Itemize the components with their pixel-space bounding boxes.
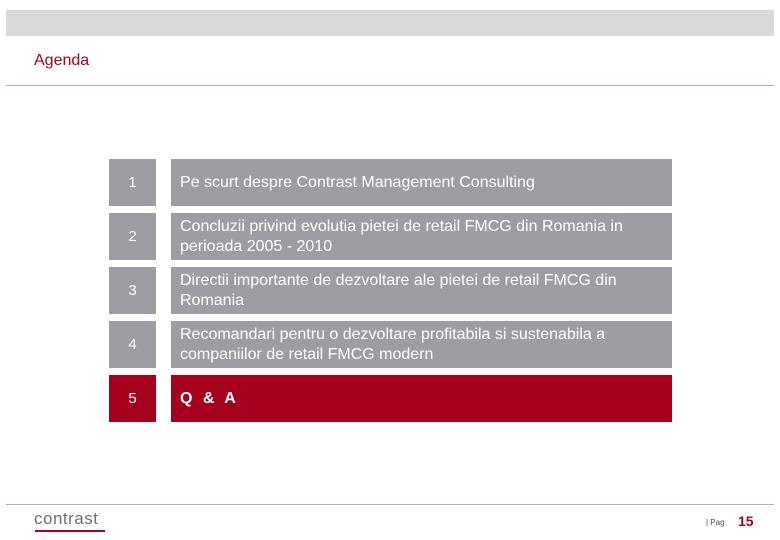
- logo-wordmark: contrast: [34, 509, 99, 528]
- agenda-item-5: 5 Q & A: [109, 375, 672, 422]
- agenda-item-text: Concluzii privind evolutia pietei de ret…: [171, 213, 672, 260]
- title-divider: [6, 85, 774, 86]
- agenda-item-number: 2: [109, 213, 156, 260]
- agenda-item-text: Directii importante de dezvoltare ale pi…: [171, 267, 672, 314]
- agenda-item-number: 3: [109, 267, 156, 314]
- agenda-item-text-label: Pe scurt despre Contrast Management Cons…: [180, 173, 535, 191]
- page-label: | Pag: [706, 518, 725, 527]
- agenda-item-number: 5: [109, 375, 156, 422]
- agenda-item-number: 1: [109, 159, 156, 206]
- header-band: [6, 10, 774, 36]
- logo-underline: [35, 530, 105, 532]
- page-number: 15: [738, 513, 754, 529]
- agenda-item-4: 4 Recomandari pentru o dezvoltare profit…: [109, 321, 672, 368]
- agenda-item-text: Pe scurt despre Contrast Management Cons…: [171, 159, 672, 206]
- contrast-logo: contrast: [34, 509, 114, 533]
- footer-divider: [6, 504, 774, 505]
- agenda-item-text-label: Directii importante de dezvoltare ale pi…: [180, 271, 617, 309]
- agenda-item-2: 2 Concluzii privind evolutia pietei de r…: [109, 213, 672, 260]
- agenda-item-text-label: Concluzii privind evolutia pietei de ret…: [180, 217, 623, 255]
- agenda-list: 1 Pe scurt despre Contrast Management Co…: [109, 159, 672, 429]
- agenda-item-text: Q & A: [171, 375, 672, 422]
- agenda-item-text-label: Recomandari pentru o dezvoltare profitab…: [180, 325, 606, 363]
- agenda-item-3: 3 Directii importante de dezvoltare ale …: [109, 267, 672, 314]
- agenda-item-text: Recomandari pentru o dezvoltare profitab…: [171, 321, 672, 368]
- agenda-item-number: 4: [109, 321, 156, 368]
- page-title: Agenda: [34, 52, 90, 69]
- agenda-item-text-label: Q & A: [180, 389, 239, 407]
- agenda-item-1: 1 Pe scurt despre Contrast Management Co…: [109, 159, 672, 206]
